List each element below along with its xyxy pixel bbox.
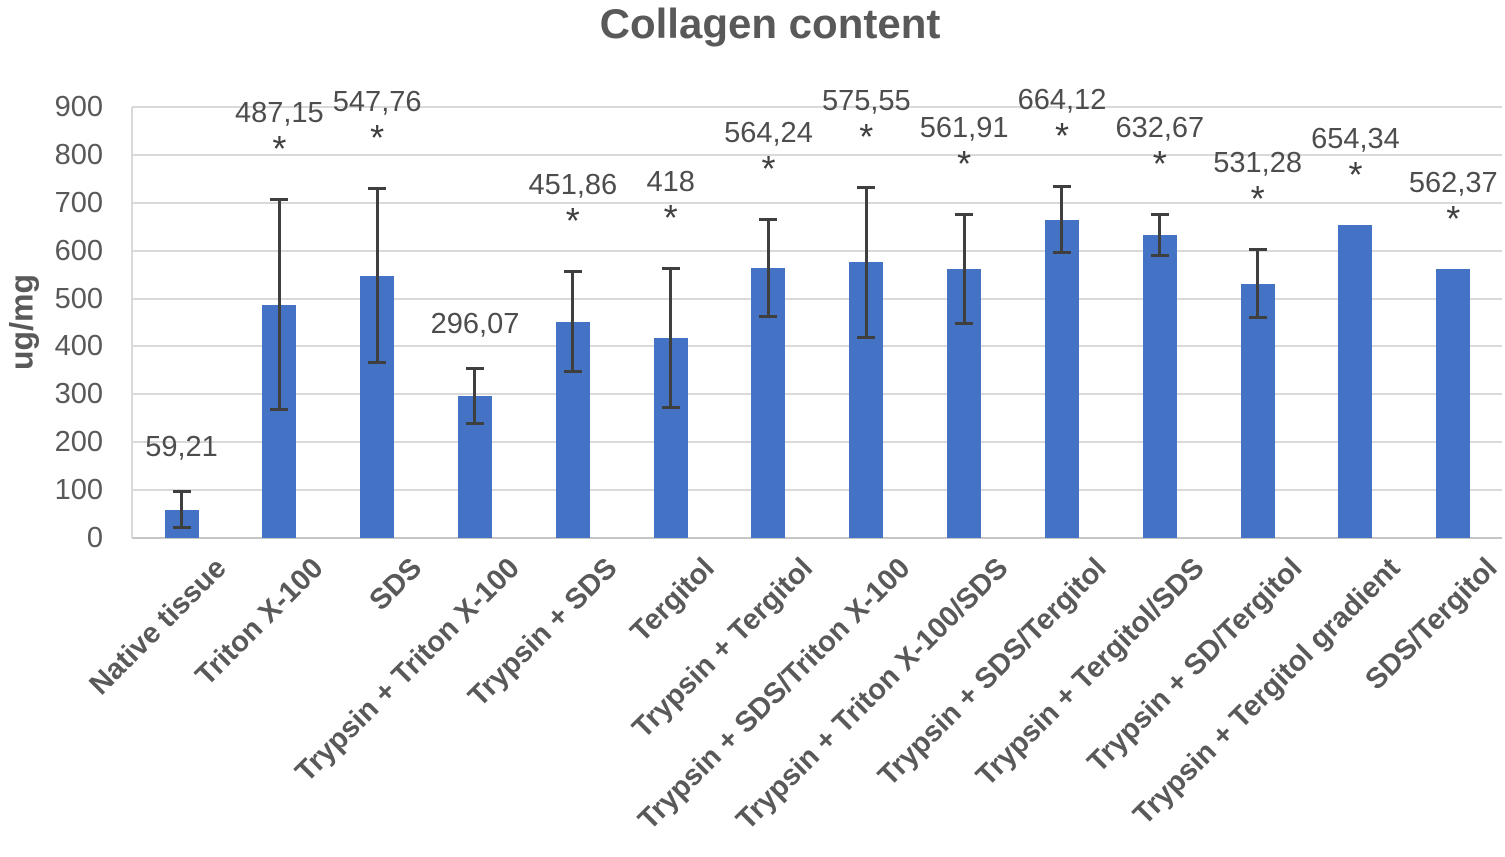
- y-gridline: [132, 441, 1502, 444]
- significance-marker: *: [272, 128, 287, 170]
- value-label: 562,37: [1408, 166, 1498, 199]
- y-gridline: [132, 201, 1502, 204]
- x-axis-label: Trypsin + Tergitol: [626, 552, 820, 745]
- error-bar-cap-top: [1248, 248, 1267, 252]
- error-bar-cap-top: [661, 266, 680, 270]
- bar: [1240, 283, 1275, 538]
- y-axis-line: [131, 107, 133, 538]
- value-label: 531,28: [1213, 147, 1302, 180]
- bar: [1044, 219, 1079, 538]
- error-bar-cap-top: [465, 366, 484, 370]
- value-label: 561,91: [919, 111, 1009, 144]
- error-bar-cap-top: [759, 217, 778, 221]
- y-tick-label: 0: [86, 522, 103, 554]
- error-bar: [962, 213, 966, 324]
- value-label: 664,12: [1017, 84, 1107, 117]
- error-bar: [180, 491, 183, 528]
- error-bar: [571, 271, 575, 372]
- error-bar-cap-bottom: [563, 369, 582, 373]
- value-label: 59,21: [145, 431, 218, 464]
- value-label: 296,07: [430, 307, 520, 340]
- error-bar-cap-bottom: [465, 422, 484, 426]
- y-gridline: [132, 537, 1502, 539]
- chart-title: Collagen content: [599, 0, 941, 47]
- significance-marker: *: [859, 115, 874, 157]
- value-label: 547,76: [332, 86, 422, 119]
- significance-marker: *: [1348, 153, 1363, 195]
- error-bar-cap-bottom: [857, 336, 876, 340]
- y-gridline: [132, 249, 1502, 252]
- significance-marker: *: [1152, 143, 1167, 185]
- error-bar-cap-top: [270, 198, 289, 202]
- error-bar: [766, 218, 770, 317]
- y-tick-label: 400: [54, 330, 103, 363]
- y-gridline: [132, 106, 1502, 108]
- significance-marker: *: [663, 196, 678, 238]
- value-label: 564,24: [724, 116, 813, 149]
- value-label: 487,15: [234, 97, 324, 130]
- significance-marker: *: [370, 117, 385, 159]
- y-gridline: [132, 345, 1502, 348]
- error-bar: [864, 186, 868, 339]
- error-bar: [277, 199, 281, 411]
- error-bar-cap-bottom: [1248, 316, 1267, 320]
- bar: [1142, 235, 1177, 538]
- error-bar: [473, 367, 477, 425]
- significance-marker: *: [761, 147, 776, 189]
- value-label: 575,55: [821, 84, 911, 117]
- error-bar-cap-bottom: [955, 321, 974, 325]
- error-bar: [1158, 214, 1162, 256]
- significance-marker: *: [1250, 178, 1265, 220]
- error-bar-cap-top: [368, 187, 387, 191]
- y-gridline: [132, 489, 1502, 492]
- error-bar-cap-bottom: [661, 405, 680, 409]
- error-bar: [1256, 249, 1260, 319]
- error-bar-cap-bottom: [1150, 253, 1169, 257]
- y-gridline: [132, 393, 1502, 396]
- error-bar-cap-top: [1052, 185, 1071, 189]
- x-axis-label: SDS: [362, 552, 428, 617]
- y-tick-label: 300: [54, 378, 103, 411]
- y-tick-label: 100: [54, 474, 103, 507]
- error-bar-cap-bottom: [1052, 251, 1071, 255]
- error-bar-cap-top: [1150, 213, 1169, 217]
- y-tick-label: 500: [54, 282, 103, 315]
- value-label: 418: [646, 165, 695, 198]
- error-bar-cap-top: [563, 270, 582, 274]
- value-label: 632,67: [1115, 112, 1205, 145]
- error-bar-cap-bottom: [368, 361, 387, 365]
- bar: [1436, 268, 1471, 538]
- error-bar: [375, 188, 379, 364]
- y-tick-label: 700: [54, 186, 103, 219]
- error-bar: [1060, 186, 1064, 254]
- significance-marker: *: [1054, 115, 1069, 157]
- error-bar-cap-bottom: [270, 408, 289, 412]
- error-bar-cap-top: [955, 212, 974, 216]
- y-tick-label: 900: [54, 91, 103, 123]
- significance-marker: *: [957, 142, 972, 184]
- bar: [1338, 224, 1373, 538]
- value-label: 451,86: [528, 169, 618, 202]
- value-label: 654,34: [1311, 122, 1400, 155]
- y-gridline: [132, 297, 1502, 300]
- y-tick-label: 200: [54, 426, 103, 459]
- error-bar-cap-top: [172, 490, 191, 494]
- x-axis-label: Tergitol: [624, 552, 722, 649]
- y-tick-label: 800: [54, 138, 103, 171]
- significance-marker: *: [565, 200, 580, 242]
- error-bar: [669, 267, 673, 408]
- significance-marker: *: [1446, 197, 1461, 239]
- y-tick-label: 600: [54, 234, 103, 267]
- y-gridline: [132, 153, 1502, 156]
- error-bar-cap-bottom: [172, 525, 191, 529]
- error-bar-cap-bottom: [759, 314, 778, 318]
- error-bar-cap-top: [857, 185, 876, 189]
